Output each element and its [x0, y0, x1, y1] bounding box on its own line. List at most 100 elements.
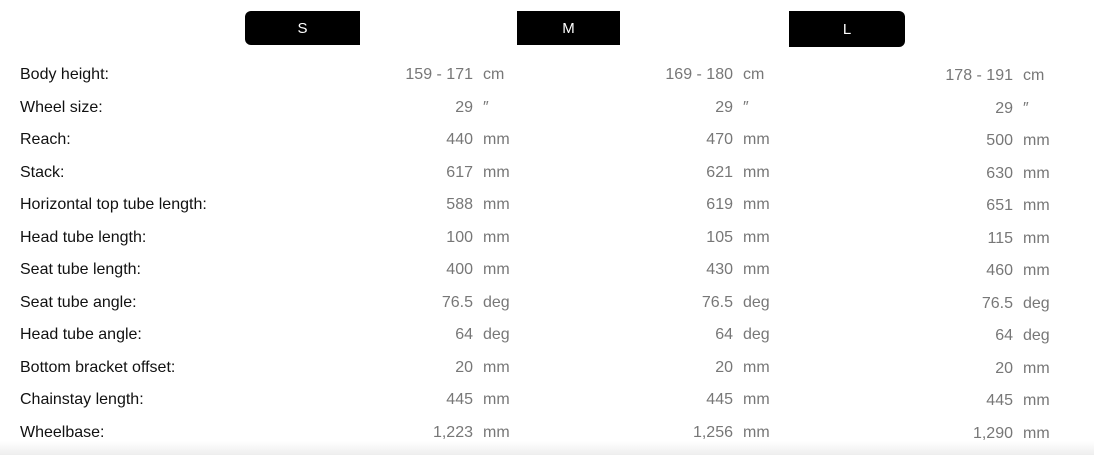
value: 159 - 171 — [405, 66, 473, 83]
value: 470 — [706, 131, 733, 148]
unit: cm — [743, 66, 765, 83]
unit: mm — [483, 358, 510, 376]
value-row: 430 mm — [623, 258, 783, 291]
value: 440 — [446, 131, 473, 148]
value-row: 159 - 171 cm — [363, 63, 523, 96]
unit: mm — [743, 163, 770, 181]
unit: mm — [743, 131, 770, 148]
value-row: 500 mm — [903, 129, 1063, 162]
row-label: Bottom bracket offset: — [20, 358, 176, 376]
value-row: 1,256 mm — [623, 421, 783, 454]
row-label: Wheelbase: — [20, 423, 105, 441]
unit: mm — [483, 196, 510, 213]
value: 1,290 — [972, 424, 1013, 442]
value-row: 64 deg — [623, 323, 783, 356]
geometry-column-m: 169 - 180 cm 29 ″ 470 mm 621 mm 619 mm 105 mm 430 mm 7… — [623, 63, 783, 453]
unit: ″ — [1023, 99, 1029, 117]
value-row: 76.5 deg — [623, 291, 783, 324]
value: 29 — [995, 99, 1013, 117]
value: 445 — [446, 391, 473, 408]
unit: mm — [743, 196, 770, 213]
value-row: 617 mm — [363, 161, 523, 194]
row-label: Horizontal top tube length: — [20, 196, 207, 213]
unit: mm — [743, 261, 770, 278]
value: 20 — [455, 358, 473, 376]
value: 621 — [706, 163, 733, 181]
unit: mm — [1023, 392, 1050, 409]
row-label: Seat tube length: — [20, 261, 141, 278]
unit: mm — [1023, 424, 1050, 442]
unit: mm — [1023, 229, 1050, 247]
value-row: 445 mm — [623, 388, 783, 421]
unit: deg — [1023, 327, 1050, 344]
unit: mm — [743, 423, 770, 441]
unit: mm — [743, 228, 770, 246]
value-row: 76.5 deg — [903, 292, 1063, 325]
value-row: 588 mm — [363, 193, 523, 226]
unit: mm — [483, 391, 510, 408]
value: 1,256 — [692, 423, 733, 441]
unit: mm — [1023, 164, 1050, 182]
value: 20 — [715, 358, 733, 376]
row-label: Wheel size: — [20, 98, 103, 116]
value: 445 — [706, 391, 733, 408]
value: 76.5 — [981, 294, 1013, 312]
value-row: 630 mm — [903, 162, 1063, 195]
unit: deg — [483, 326, 510, 343]
value: 29 — [715, 98, 733, 116]
value-row: 400 mm — [363, 258, 523, 291]
unit: ″ — [743, 98, 749, 116]
row-label: Head tube length: — [20, 228, 147, 246]
unit: mm — [743, 358, 770, 376]
value: 64 — [995, 327, 1013, 344]
unit: deg — [743, 326, 770, 343]
value: 20 — [995, 359, 1013, 377]
unit: mm — [1023, 132, 1050, 149]
size-tab-s[interactable]: S — [245, 11, 360, 45]
row-label: Chainstay length: — [20, 391, 144, 408]
size-tab-l[interactable]: L — [789, 11, 905, 47]
unit: deg — [743, 293, 770, 311]
value: 105 — [706, 228, 733, 246]
value: 588 — [446, 196, 473, 213]
row-label: Seat tube angle: — [20, 293, 137, 311]
geometry-column-s: 159 - 171 cm 29 ″ 440 mm 617 mm 588 mm 100 mm 400 mm 7… — [363, 63, 523, 453]
unit: mm — [1023, 359, 1050, 377]
value-row: 29 ″ — [623, 96, 783, 129]
value: 630 — [986, 164, 1013, 182]
value: 178 - 191 — [945, 67, 1013, 84]
value: 169 - 180 — [665, 66, 733, 83]
value-row: 20 mm — [903, 357, 1063, 390]
value: 619 — [706, 196, 733, 213]
value-row: 76.5 deg — [363, 291, 523, 324]
unit: deg — [483, 293, 510, 311]
value-row: 440 mm — [363, 128, 523, 161]
unit: mm — [483, 423, 510, 441]
value: 460 — [986, 262, 1013, 279]
value-row: 445 mm — [903, 389, 1063, 422]
value: 445 — [986, 392, 1013, 409]
value-row: 169 - 180 cm — [623, 63, 783, 96]
value-row: 64 deg — [903, 324, 1063, 357]
value-row: 64 deg — [363, 323, 523, 356]
value-row: 20 mm — [623, 356, 783, 389]
value: 100 — [446, 228, 473, 246]
unit: mm — [483, 228, 510, 246]
value: 651 — [986, 197, 1013, 214]
geometry-labels: Body height: Wheel size: Reach: Stack: Horiz… — [20, 63, 207, 453]
size-tab-m[interactable]: M — [517, 11, 620, 45]
value-row: 29 ″ — [363, 96, 523, 129]
row-label: Head tube angle: — [20, 326, 142, 343]
row-label: Stack: — [20, 163, 65, 181]
value: 430 — [706, 261, 733, 278]
value: 500 — [986, 132, 1013, 149]
row-label: Reach: — [20, 131, 71, 148]
value-row: 619 mm — [623, 193, 783, 226]
value-row: 29 ″ — [903, 97, 1063, 130]
bottom-fade — [0, 441, 1094, 455]
unit: cm — [483, 66, 505, 83]
value-row: 115 mm — [903, 227, 1063, 260]
value-row: 105 mm — [623, 226, 783, 259]
unit: mm — [1023, 262, 1050, 279]
value-row: 100 mm — [363, 226, 523, 259]
